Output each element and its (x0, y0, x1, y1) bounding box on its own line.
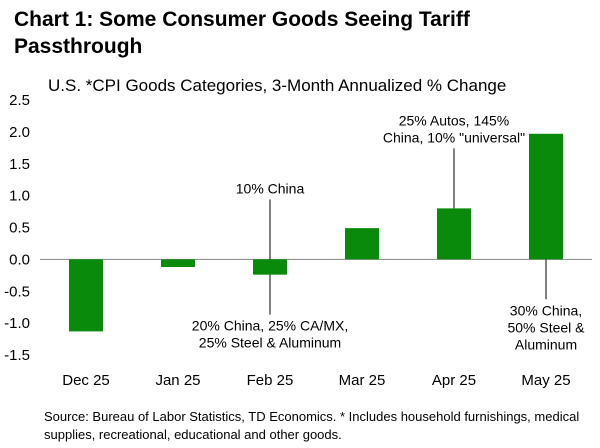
annotation-label: 20% China, 25% CA/MX, (192, 318, 348, 334)
x-tick-label: Feb 25 (247, 372, 294, 389)
annotation-label: China, 10% "universal" (383, 129, 525, 145)
bar (437, 208, 471, 260)
annotation-label: 50% Steel & (507, 319, 585, 335)
bar (529, 133, 563, 260)
source-note: Source: Bureau of Labor Statistics, TD E… (44, 409, 580, 442)
annotation-label: 25% Steel & Aluminum (199, 335, 341, 351)
y-tick-label: -1.0 (4, 315, 30, 332)
y-tick-label: 1.0 (9, 188, 30, 205)
y-tick-label: 0.0 (9, 251, 30, 268)
x-tick-label: Apr 25 (432, 372, 476, 389)
bar (253, 259, 287, 275)
y-tick-label: -1.5 (4, 347, 30, 364)
annotation-label: 25% Autos, 145% (399, 112, 510, 128)
annotation-label: 30% China, (510, 302, 582, 318)
annotation-label: Aluminum (515, 336, 577, 352)
chart-subtitle: U.S. *CPI Goods Categories, 3-Month Annu… (48, 76, 507, 95)
y-tick-label: 2.5 (9, 92, 30, 109)
y-tick-label: -0.5 (4, 283, 30, 300)
x-tick-label: Dec 25 (62, 372, 110, 389)
x-tick-label: Jan 25 (155, 372, 200, 389)
bar (69, 259, 103, 332)
chart-title: Chart 1: Some Consumer Goods Seeing Tari… (14, 8, 470, 58)
y-tick-label: 2.0 (9, 124, 30, 141)
x-tick-label: Mar 25 (339, 372, 386, 389)
y-tick-label: 1.5 (9, 156, 30, 173)
y-tick-label: 0.5 (9, 220, 30, 237)
bar (345, 228, 379, 260)
bar (161, 259, 195, 268)
annotation-label: 10% China (236, 180, 305, 196)
x-tick-label: May 25 (521, 372, 570, 389)
